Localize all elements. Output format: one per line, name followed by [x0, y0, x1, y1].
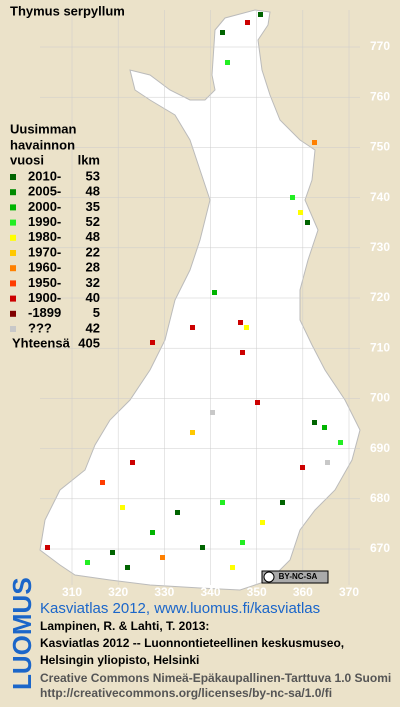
y-tick-label: 700 [370, 391, 390, 405]
legend-count: 52 [86, 214, 100, 229]
y-tick-label: 670 [370, 541, 390, 555]
y-tick-label: 750 [370, 140, 390, 154]
y-tick-label: 690 [370, 441, 390, 455]
map-title: Thymus serpyllum [10, 3, 125, 18]
x-tick-label: 330 [154, 585, 174, 599]
legend-label: 2010- [28, 168, 61, 183]
logo: LUOMUS [7, 577, 37, 690]
legend-swatch [10, 326, 16, 332]
finland-outline [39, 9, 361, 591]
legend-count: 53 [86, 168, 100, 183]
legend-swatch [10, 310, 16, 317]
y-tick-label: 680 [370, 491, 390, 505]
legend-heading: havainnon [10, 137, 75, 152]
legend-count: 28 [86, 260, 100, 275]
cc-badge: BY-NC-SA [261, 570, 329, 584]
legend: 2010- 53 2005- 48 2000- 35 1990- 52 1980- 48 1970-… [10, 168, 100, 350]
citation: Kasviatlas 2012 -- Luonnontieteellinen k… [40, 636, 344, 650]
legend-count: 42 [86, 320, 100, 335]
legend-column: vuosi [10, 152, 44, 167]
x-tick-label: 370 [339, 585, 359, 599]
legend-count: 32 [86, 275, 100, 290]
legend-label: 1980- [28, 229, 61, 244]
legend-label: ??? [28, 320, 52, 335]
y-tick-label: 720 [370, 290, 390, 304]
x-tick-label: 320 [108, 585, 128, 599]
link: Kasviatlas 2012, www.luomus.fi/kasviatla… [40, 600, 320, 617]
license: http://creativecommons.org/licenses/by-n… [40, 686, 332, 700]
legend-count: 35 [86, 199, 100, 214]
y-tick-label: 710 [370, 340, 390, 354]
x-tick-label: 350 [247, 585, 267, 599]
legend-label: 1960- [28, 260, 61, 275]
observations [45, 12, 343, 570]
citation: Helsingin yliopisto, Helsinki [40, 653, 199, 667]
legend-column: lkm [78, 152, 100, 167]
y-tick-label: 770 [370, 39, 390, 53]
y-tick-label: 730 [370, 240, 390, 254]
x-tick-label: 360 [293, 585, 313, 599]
citation: Lampinen, R. & Lahti, T. 2013: [40, 619, 209, 633]
legend-label: 2005- [28, 184, 61, 199]
legend-swatch [10, 280, 16, 287]
legend-label: 1900- [28, 290, 61, 305]
legend-count: 22 [86, 244, 100, 259]
legend-label: 1950- [28, 275, 61, 290]
legend-swatch [10, 265, 16, 272]
x-tick-label: 310 [62, 585, 82, 599]
cc-badge-text: BY-NC-SA [279, 572, 318, 581]
legend-total-label: Yhteensä [12, 335, 71, 350]
legend-swatch [10, 204, 16, 211]
y-tick-label: 760 [370, 89, 390, 103]
legend-swatch [10, 234, 16, 241]
grid: 310 320 330 340 350 360 370 670 680 690 700 710 720 7… [40, 10, 390, 599]
legend-label: -1899 [28, 305, 61, 320]
legend-count: 40 [86, 290, 100, 305]
legend-count: 48 [86, 184, 100, 199]
license: Creative Commons Nimeä-Epäkaupallinen-Ta… [40, 671, 391, 685]
legend-count: 5 [93, 305, 100, 320]
legend-swatch [10, 250, 16, 256]
legend-count: 48 [86, 229, 100, 244]
legend-label: 1990- [28, 214, 61, 229]
legend-label: 2000- [28, 199, 61, 214]
x-tick-label: 340 [200, 585, 220, 599]
y-tick-label: 740 [370, 190, 390, 204]
legend-swatch [10, 189, 16, 196]
legend-swatch [10, 295, 16, 302]
legend-heading: Uusimman [10, 121, 77, 136]
legend-swatch [10, 219, 16, 226]
legend-label: 1970- [28, 244, 61, 259]
legend-swatch [10, 174, 16, 180]
legend-total-count: 405 [78, 335, 100, 350]
